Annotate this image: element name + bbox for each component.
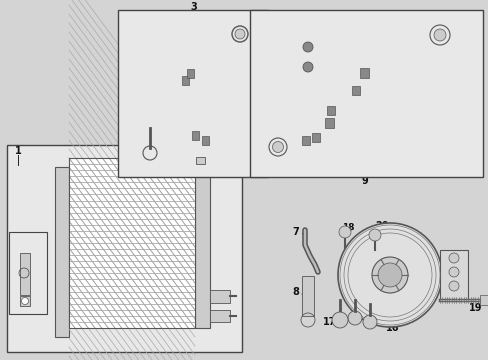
Circle shape <box>433 29 445 41</box>
Text: 5: 5 <box>251 23 258 33</box>
Text: 20: 20 <box>374 221 388 231</box>
Circle shape <box>338 226 350 238</box>
Bar <box>325 118 333 128</box>
Bar <box>209 290 229 303</box>
Text: 8: 8 <box>292 287 299 297</box>
FancyBboxPatch shape <box>20 296 30 306</box>
Circle shape <box>448 267 458 277</box>
Bar <box>209 310 229 322</box>
Bar <box>69 158 195 328</box>
Circle shape <box>235 29 244 39</box>
Text: 16: 16 <box>386 323 399 333</box>
Bar <box>192 131 199 140</box>
Circle shape <box>448 281 458 291</box>
Text: 9: 9 <box>361 176 367 186</box>
Bar <box>196 157 204 164</box>
Text: 1: 1 <box>15 146 21 156</box>
Circle shape <box>21 297 28 305</box>
Text: 2: 2 <box>15 233 21 243</box>
Bar <box>20 253 30 295</box>
Bar <box>69 158 195 328</box>
Bar <box>118 10 267 177</box>
Text: 13: 13 <box>303 112 316 121</box>
Bar <box>9 232 47 314</box>
Bar <box>186 69 194 78</box>
Bar <box>479 295 487 305</box>
Bar <box>249 10 482 177</box>
Circle shape <box>377 263 401 287</box>
Bar <box>359 68 368 78</box>
Text: 14: 14 <box>345 60 358 69</box>
Bar <box>326 106 334 115</box>
Text: 17: 17 <box>323 317 336 327</box>
Circle shape <box>371 257 407 293</box>
Text: 6: 6 <box>209 157 216 167</box>
Bar <box>351 86 359 95</box>
Bar <box>69 158 195 328</box>
Circle shape <box>368 229 380 241</box>
Bar <box>302 276 313 316</box>
Text: 7: 7 <box>292 227 299 237</box>
Bar <box>311 133 319 142</box>
Text: 11: 11 <box>255 145 268 154</box>
Bar <box>202 136 208 145</box>
Text: 15: 15 <box>283 58 296 67</box>
Bar <box>182 76 189 85</box>
Text: 12: 12 <box>453 24 465 33</box>
Circle shape <box>272 141 283 153</box>
Bar <box>195 158 209 328</box>
Circle shape <box>331 312 347 328</box>
Bar <box>69 158 195 328</box>
Text: 10: 10 <box>412 63 426 73</box>
Circle shape <box>347 311 361 325</box>
Circle shape <box>362 315 376 329</box>
Circle shape <box>303 42 312 52</box>
Bar <box>7 145 242 352</box>
Text: 4: 4 <box>134 115 141 125</box>
Bar <box>439 250 467 300</box>
Circle shape <box>303 62 312 72</box>
Text: 15: 15 <box>283 37 296 46</box>
Circle shape <box>448 253 458 263</box>
Bar <box>55 167 69 337</box>
Text: 18: 18 <box>341 224 353 233</box>
Text: 19: 19 <box>468 303 482 313</box>
Bar <box>302 136 309 145</box>
Text: 3: 3 <box>190 2 197 12</box>
Circle shape <box>337 223 441 327</box>
